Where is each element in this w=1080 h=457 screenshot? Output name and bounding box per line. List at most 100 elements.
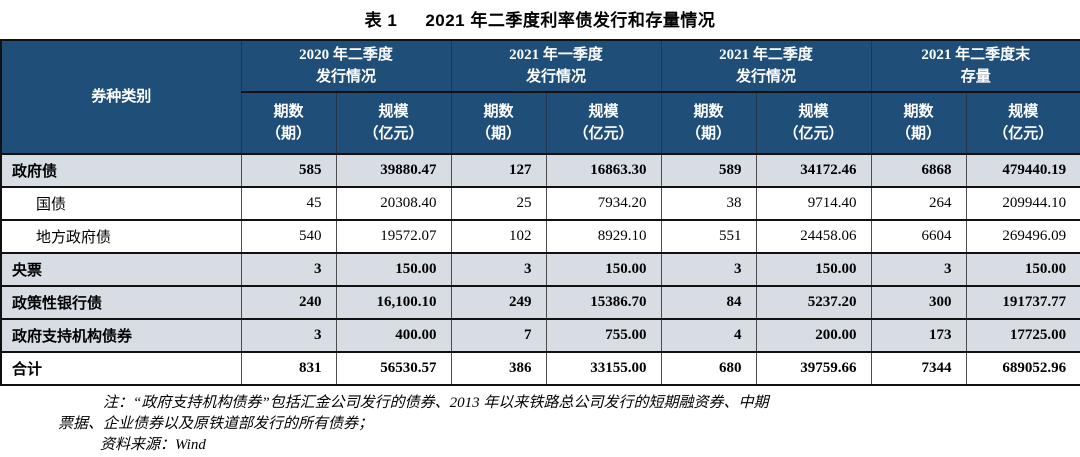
cell-value: 150.00 bbox=[965, 252, 1080, 287]
group-header-line2: 发行情况 bbox=[316, 69, 377, 85]
data-source: 资料来源：Wind bbox=[100, 437, 206, 453]
table-row-central-bank-bills: 央票 3 150.00 3 150.00 3 150.00 3 150.00 bbox=[0, 252, 1080, 287]
bond-issuance-table: 券种类别 2020 年二季度 发行情况 2021 年一季度 发行情况 2021 … bbox=[0, 39, 1080, 386]
table-row-government-supported-agency-bonds: 政府支持机构债券 3 400.00 7 755.00 4 200.00 173 … bbox=[0, 318, 1080, 353]
cell-value: 3 bbox=[660, 252, 757, 287]
subheader-line: 规模 bbox=[798, 104, 829, 120]
subheader-line: 期数 bbox=[693, 104, 724, 120]
cell-value: 16,100.10 bbox=[335, 285, 452, 320]
table-row-government-bonds: 政府债 585 39880.47 127 16863.30 589 34172.… bbox=[0, 153, 1080, 188]
cell-value: 689052.96 bbox=[965, 351, 1080, 386]
subheader-count-3: 期数 （期） bbox=[660, 91, 757, 155]
cell-value: 102 bbox=[450, 219, 547, 254]
subheader-line: 规模 bbox=[1008, 104, 1039, 120]
cell-value: 5237.20 bbox=[755, 285, 872, 320]
page-title: 表 1 2021 年二季度利率债发行和存量情况 bbox=[0, 0, 1080, 31]
group-header-2021q2: 2021 年二季度 发行情况 bbox=[660, 39, 872, 93]
table-title-text: 2021 年二季度利率债发行和存量情况 bbox=[425, 11, 716, 30]
table-row-local-government-bonds: 地方政府债 540 19572.07 102 8929.10 551 24458… bbox=[0, 219, 1080, 254]
subheader-line: 期数 bbox=[483, 104, 514, 120]
cell-value: 269496.09 bbox=[965, 219, 1080, 254]
cell-value: 479440.19 bbox=[965, 153, 1080, 188]
cell-value: 17725.00 bbox=[965, 318, 1080, 353]
group-header-line1: 2021 年二季度末 bbox=[921, 47, 1031, 63]
cell-value: 585 bbox=[240, 153, 337, 188]
group-header-line1: 2021 年二季度 bbox=[719, 47, 813, 63]
subheader-line: （期） bbox=[476, 126, 522, 142]
cell-value: 3 bbox=[870, 252, 967, 287]
footnotes: 注：“政府支持机构债券”包括汇金公司发行的债券、2013 年以来铁路总公司发行的… bbox=[58, 393, 1016, 456]
cell-value: 249 bbox=[450, 285, 547, 320]
cell-value: 300 bbox=[870, 285, 967, 320]
row-label: 央票 bbox=[0, 252, 242, 287]
cell-value: 39759.66 bbox=[755, 351, 872, 386]
cell-value: 3 bbox=[450, 252, 547, 287]
table-row-policy-bank-bonds: 政策性银行债 240 16,100.10 249 15386.70 84 523… bbox=[0, 285, 1080, 320]
header-group-row: 券种类别 2020 年二季度 发行情况 2021 年一季度 发行情况 2021 … bbox=[0, 39, 1080, 155]
cell-value: 589 bbox=[660, 153, 757, 188]
cell-value: 16863.30 bbox=[545, 153, 662, 188]
subheader-line: （亿元） bbox=[783, 126, 844, 142]
table-row-total: 合计 831 56530.57 386 33155.00 680 39759.6… bbox=[0, 351, 1080, 386]
cell-value: 20308.40 bbox=[335, 186, 452, 221]
subheader-scale-4: 规模 （亿元） bbox=[965, 91, 1080, 155]
row-label: 政府债 bbox=[0, 153, 242, 188]
cell-value: 15386.70 bbox=[545, 285, 662, 320]
group-header-line2: 发行情况 bbox=[736, 69, 797, 85]
subheader-line: 期数 bbox=[273, 104, 304, 120]
cell-value: 33155.00 bbox=[545, 351, 662, 386]
cell-value: 8929.10 bbox=[545, 219, 662, 254]
cell-value: 755.00 bbox=[545, 318, 662, 353]
cell-value: 7 bbox=[450, 318, 547, 353]
table-number-label: 表 1 bbox=[364, 11, 398, 30]
cell-value: 400.00 bbox=[335, 318, 452, 353]
subheader-count-1: 期数 （期） bbox=[240, 91, 337, 155]
cell-value: 24458.06 bbox=[755, 219, 872, 254]
subheader-line: （亿元） bbox=[363, 126, 424, 142]
group-header-2021q2-end-stock: 2021 年二季度末 存量 bbox=[870, 39, 1080, 93]
cell-value: 56530.57 bbox=[335, 351, 452, 386]
cell-value: 6604 bbox=[870, 219, 967, 254]
subheader-scale-1: 规模 （亿元） bbox=[335, 91, 452, 155]
cell-value: 264 bbox=[870, 186, 967, 221]
row-label: 政策性银行债 bbox=[0, 285, 242, 320]
corner-header: 券种类别 bbox=[0, 39, 242, 155]
group-header-line2: 发行情况 bbox=[526, 69, 587, 85]
subheader-line: （期） bbox=[896, 126, 942, 142]
cell-value: 680 bbox=[660, 351, 757, 386]
cell-value: 45 bbox=[240, 186, 337, 221]
cell-value: 127 bbox=[450, 153, 547, 188]
row-label: 政府支持机构债券 bbox=[0, 318, 242, 353]
cell-value: 25 bbox=[450, 186, 547, 221]
subheader-count-4: 期数 （期） bbox=[870, 91, 967, 155]
subheader-scale-3: 规模 （亿元） bbox=[755, 91, 872, 155]
group-header-line2: 存量 bbox=[960, 69, 991, 85]
cell-value: 173 bbox=[870, 318, 967, 353]
cell-value: 9714.40 bbox=[755, 186, 872, 221]
group-header-2020q2: 2020 年二季度 发行情况 bbox=[240, 39, 452, 93]
cell-value: 191737.77 bbox=[965, 285, 1080, 320]
cell-value: 540 bbox=[240, 219, 337, 254]
subheader-line: 规模 bbox=[588, 104, 619, 120]
cell-value: 150.00 bbox=[335, 252, 452, 287]
table-row-treasury-bonds: 国债 45 20308.40 25 7934.20 38 9714.40 264… bbox=[0, 186, 1080, 221]
note-line-2: 票据、企业债券以及原铁道部发行的所有债券； bbox=[58, 416, 374, 432]
cell-value: 7934.20 bbox=[545, 186, 662, 221]
cell-value: 39880.47 bbox=[335, 153, 452, 188]
cell-value: 34172.46 bbox=[755, 153, 872, 188]
cell-value: 240 bbox=[240, 285, 337, 320]
cell-value: 200.00 bbox=[755, 318, 872, 353]
group-header-2021q1: 2021 年一季度 发行情况 bbox=[450, 39, 662, 93]
subheader-line: 规模 bbox=[378, 104, 409, 120]
subheader-line: （期） bbox=[686, 126, 732, 142]
cell-value: 831 bbox=[240, 351, 337, 386]
note-line-1: 注：“政府支持机构债券”包括汇金公司发行的债券、2013 年以来铁路总公司发行的… bbox=[103, 395, 769, 411]
cell-value: 38 bbox=[660, 186, 757, 221]
cell-value: 84 bbox=[660, 285, 757, 320]
row-label: 地方政府债 bbox=[0, 219, 242, 254]
subheader-line: 期数 bbox=[903, 104, 934, 120]
cell-value: 386 bbox=[450, 351, 547, 386]
subheader-line: （期） bbox=[265, 126, 311, 142]
cell-value: 209944.10 bbox=[965, 186, 1080, 221]
